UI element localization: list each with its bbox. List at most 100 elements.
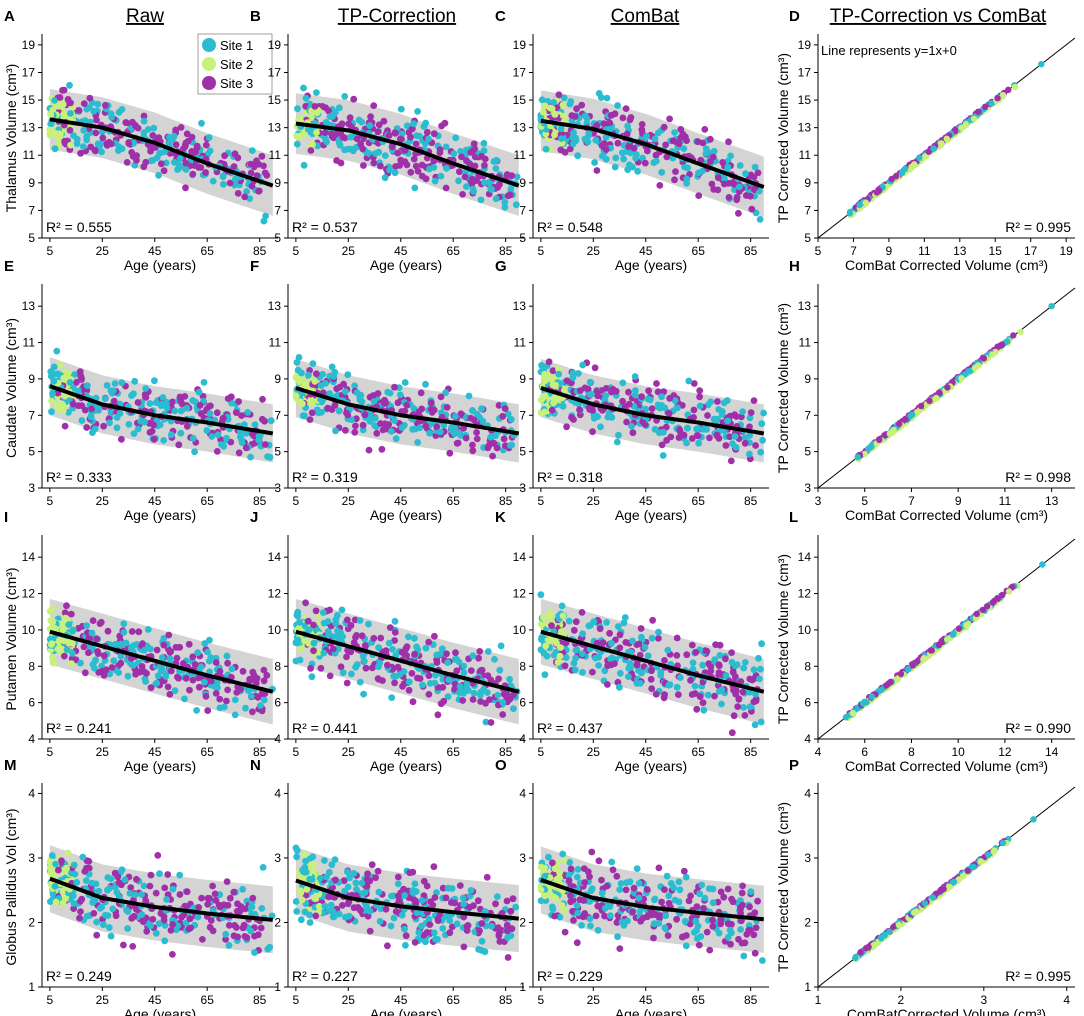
data-point [174, 922, 182, 930]
data-point [56, 94, 64, 101]
y-tick-label: 13 [513, 121, 527, 135]
data-point [396, 135, 404, 143]
data-point [507, 185, 515, 193]
data-point [711, 656, 719, 663]
data-point [226, 894, 234, 902]
data-point [450, 150, 458, 158]
data-point [455, 689, 463, 696]
data-point [154, 852, 162, 859]
data-point [83, 424, 91, 431]
data-point [433, 423, 441, 431]
data-point [356, 617, 364, 624]
data-point [566, 145, 574, 153]
data-point [427, 406, 435, 413]
data-point [741, 434, 749, 441]
data-point [422, 119, 430, 127]
data-point [126, 890, 134, 897]
data-point [166, 655, 174, 663]
data-point [152, 889, 160, 897]
data-point [150, 124, 158, 132]
r2-label: R² = 0.555 [46, 219, 112, 235]
data-point [854, 453, 861, 461]
data-point [1017, 328, 1024, 336]
data-point [589, 668, 596, 676]
data-point [625, 664, 633, 672]
data-point [64, 370, 72, 377]
data-point [715, 661, 723, 668]
data-point [579, 669, 586, 676]
data-point [189, 676, 197, 684]
data-point [375, 676, 383, 683]
data-point [216, 903, 224, 911]
data-point [673, 683, 681, 691]
data-point [726, 433, 734, 441]
x-tick-label: 3 [815, 494, 822, 508]
data-point [391, 629, 399, 636]
data-point [360, 162, 367, 169]
data-point [638, 393, 645, 400]
data-point [183, 888, 191, 896]
data-point [310, 639, 318, 647]
data-point [578, 609, 586, 616]
data-point [292, 393, 300, 400]
data-point [152, 399, 160, 406]
data-point [691, 682, 699, 690]
data-point [482, 699, 489, 707]
data-point [426, 429, 433, 437]
fit-line [540, 118, 765, 189]
data-point [165, 140, 173, 148]
y-tick-label: 11 [799, 148, 812, 162]
data-point [59, 626, 67, 634]
data-point [565, 617, 573, 625]
data-point [740, 704, 747, 711]
data-point [373, 429, 381, 437]
line-note: Line represents y=1x+0 [821, 43, 957, 58]
data-point [971, 364, 978, 372]
data-point [416, 132, 423, 140]
data-point [478, 666, 486, 674]
data-point [293, 611, 301, 619]
data-point [343, 653, 350, 661]
panel-letter: C [495, 8, 506, 25]
data-point [191, 448, 199, 456]
x-tick-label: 15 [989, 244, 1003, 258]
data-point [235, 449, 243, 457]
data-point [500, 435, 508, 443]
column-title-raw: Raw [126, 6, 164, 27]
data-point [480, 139, 488, 147]
data-point [200, 379, 208, 386]
data-point [93, 635, 101, 643]
data-point [121, 876, 129, 884]
data-point [431, 177, 439, 185]
data-point [258, 152, 266, 160]
data-point [411, 184, 419, 192]
data-point [61, 609, 69, 617]
data-point [161, 148, 168, 156]
data-point [943, 135, 950, 142]
data-point [594, 392, 602, 400]
data-point [473, 177, 480, 185]
data-point [375, 121, 383, 129]
x-tick-label: 19 [1059, 244, 1073, 258]
data-point [203, 427, 211, 434]
data-point [1004, 338, 1011, 345]
data-point [46, 864, 54, 871]
data-point [322, 119, 330, 126]
data-point [176, 891, 184, 898]
data-point [648, 634, 656, 642]
data-point [507, 442, 514, 449]
data-point [296, 656, 304, 664]
data-point [1005, 86, 1012, 94]
data-point [213, 409, 221, 417]
data-point [623, 418, 630, 426]
data-point [683, 439, 690, 447]
data-point [110, 387, 117, 394]
data-point [431, 632, 438, 640]
x-tick-label: 45 [394, 494, 408, 508]
data-point [343, 409, 350, 417]
data-point [65, 621, 73, 628]
data-point [49, 618, 56, 626]
data-point [75, 107, 83, 114]
data-point [302, 599, 309, 607]
data-point [388, 694, 396, 701]
